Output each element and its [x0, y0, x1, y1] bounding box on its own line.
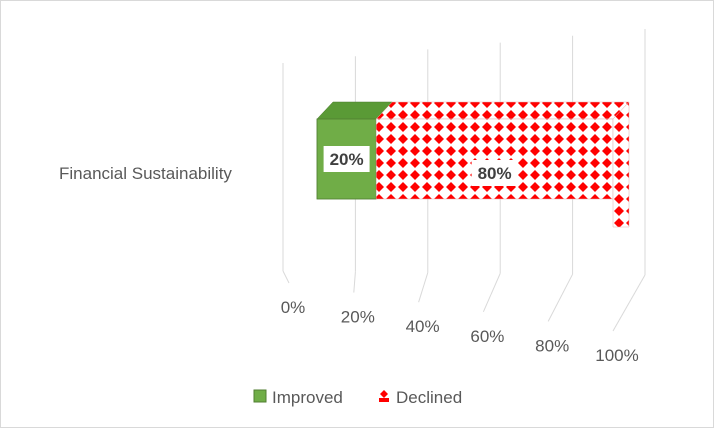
x-axis-ticks: 0% 20% 40% 60% 80% 100% [281, 298, 639, 365]
gridline-floor-4 [547, 273, 574, 322]
x-tick-label-0: 0% [281, 298, 306, 317]
legend-swatch-declined [378, 390, 390, 402]
data-label-improved: 20% [330, 150, 364, 169]
gridline-floor-5 [612, 274, 646, 332]
bar-declined [375, 118, 614, 200]
gridline-floor-2 [418, 272, 429, 303]
legend-label-declined: Declined [396, 388, 462, 407]
legend-label-improved: Improved [272, 388, 343, 407]
x-tick-label-3: 60% [470, 327, 504, 346]
x-tick-label-2: 40% [406, 317, 440, 336]
data-label-declined: 80% [478, 164, 512, 183]
bar-top-declined [375, 101, 630, 120]
legend: Improved Declined [253, 388, 462, 407]
data-label-bg-1 [471, 160, 518, 186]
gridline-floor-0 [282, 270, 290, 284]
gridline-floor-3 [482, 273, 501, 313]
x-tick-label-5: 100% [595, 346, 638, 365]
category-label: Financial Sustainability [59, 164, 232, 183]
data-label-bg-0 [323, 146, 370, 172]
bar-side-declined [612, 101, 630, 228]
legend-swatch-improved [253, 389, 267, 403]
x-tick-label-1: 20% [341, 308, 375, 327]
data-labels: 20% 80% [323, 146, 518, 186]
x-tick-label-4: 80% [535, 336, 569, 355]
gridline-floor-1 [353, 271, 356, 293]
